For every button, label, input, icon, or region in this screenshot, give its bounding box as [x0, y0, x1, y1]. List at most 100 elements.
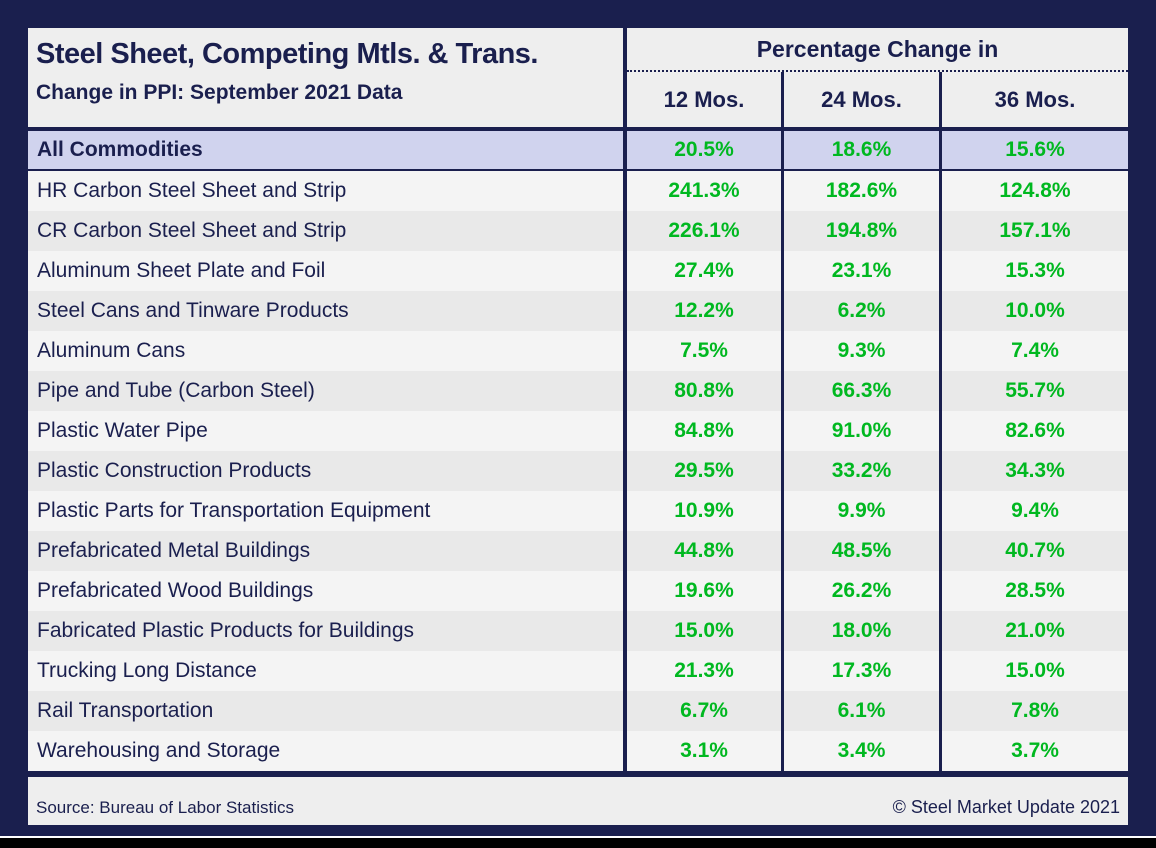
value-cell: 91.0%	[784, 411, 939, 451]
row-label: Warehousing and Storage	[28, 731, 623, 771]
vertical-divider	[623, 131, 627, 169]
value-cell: 157.1%	[942, 211, 1128, 251]
value-cell: 80.8%	[627, 371, 781, 411]
value-cell: 33.2%	[784, 451, 939, 491]
value-cell: 19.6%	[627, 571, 781, 611]
value-cell: 10.9%	[627, 491, 781, 531]
row-label: Aluminum Sheet Plate and Foil	[28, 251, 623, 291]
vertical-divider	[623, 28, 627, 127]
column-group-label: Percentage Change in	[627, 28, 1128, 72]
header-divider-rule	[28, 127, 1132, 131]
table-row: Aluminum Cans 7.5% 9.3% 7.4%	[28, 331, 1128, 371]
vertical-divider	[939, 131, 942, 169]
value-cell: 26.2%	[784, 571, 939, 611]
value-cell: 21.0%	[942, 611, 1128, 651]
value-cell: 34.3%	[942, 451, 1128, 491]
value-cell: 194.8%	[784, 211, 939, 251]
value-cell: 6.7%	[627, 691, 781, 731]
value-cell: 15.3%	[942, 251, 1128, 291]
vertical-divider	[623, 651, 627, 691]
table-row: Fabricated Plastic Products for Building…	[28, 611, 1128, 651]
table-row: Plastic Water Pipe 84.8% 91.0% 82.6%	[28, 411, 1128, 451]
value-cell: 27.4%	[627, 251, 781, 291]
table-row: CR Carbon Steel Sheet and Strip 226.1% 194…	[28, 211, 1128, 251]
vertical-divider	[781, 72, 784, 127]
vertical-divider	[623, 171, 627, 211]
vertical-divider	[939, 531, 942, 571]
vertical-divider	[623, 731, 627, 771]
value-cell: 241.3%	[627, 171, 781, 211]
vertical-divider	[939, 731, 942, 771]
vertical-divider	[939, 171, 942, 211]
value-cell: 82.6%	[942, 411, 1128, 451]
vertical-divider	[781, 651, 784, 691]
value-cell: 9.3%	[784, 331, 939, 371]
page-subtitle: Change in PPI: September 2021 Data	[36, 81, 403, 105]
vertical-divider	[939, 571, 942, 611]
value-cell: 66.3%	[784, 371, 939, 411]
value-cell: 21.3%	[627, 651, 781, 691]
vertical-divider	[781, 171, 784, 211]
value-cell: 3.7%	[942, 731, 1128, 771]
row-label: Aluminum Cans	[28, 331, 623, 371]
value-cell: 84.8%	[627, 411, 781, 451]
value-cell: 3.4%	[784, 731, 939, 771]
value-cell: 7.4%	[942, 331, 1128, 371]
row-label: HR Carbon Steel Sheet and Strip	[28, 171, 623, 211]
row-label: Prefabricated Metal Buildings	[28, 531, 623, 571]
data-table: All Commodities 20.5% 18.6% 15.6% HR Carbon …	[28, 131, 1128, 771]
vertical-divider	[939, 371, 942, 411]
vertical-divider	[781, 531, 784, 571]
value-cell: 28.5%	[942, 571, 1128, 611]
value-cell: 55.7%	[942, 371, 1128, 411]
vertical-divider	[781, 291, 784, 331]
title-cell: Steel Sheet, Competing Mtls. & Trans. Ch…	[28, 28, 623, 127]
vertical-divider	[623, 371, 627, 411]
row-label: Plastic Parts for Transportation Equipme…	[28, 491, 623, 531]
value-cell: 9.9%	[784, 491, 939, 531]
vertical-divider	[781, 131, 784, 169]
table-row: Steel Cans and Tinware Products 12.2% 6.2%…	[28, 291, 1128, 331]
vertical-divider	[939, 331, 942, 371]
row-label: Prefabricated Wood Buildings	[28, 571, 623, 611]
column-headers-row: 12 Mos. 24 Mos. 36 Mos.	[627, 72, 1128, 127]
vertical-divider	[939, 291, 942, 331]
vertical-divider	[623, 691, 627, 731]
vertical-divider	[781, 571, 784, 611]
value-cell: 20.5%	[627, 131, 781, 169]
table-row: Pipe and Tube (Carbon Steel) 80.8% 66.3% 55…	[28, 371, 1128, 411]
value-cell: 10.0%	[942, 291, 1128, 331]
value-cell: 7.8%	[942, 691, 1128, 731]
vertical-divider	[781, 411, 784, 451]
value-cell: 40.7%	[942, 531, 1128, 571]
value-cell: 182.6%	[784, 171, 939, 211]
value-cell: 18.0%	[784, 611, 939, 651]
vertical-divider	[781, 451, 784, 491]
vertical-divider	[781, 611, 784, 651]
vertical-divider	[939, 691, 942, 731]
table-row: HR Carbon Steel Sheet and Strip 241.3% 182…	[28, 171, 1128, 211]
value-cell: 9.4%	[942, 491, 1128, 531]
column-header-24-mos: 24 Mos.	[821, 86, 902, 112]
vertical-divider	[939, 611, 942, 651]
vertical-divider	[623, 251, 627, 291]
value-cell: 12.2%	[627, 291, 781, 331]
column-header-group: Percentage Change in 12 Mos. 24 Mos. 36 …	[627, 28, 1128, 127]
vertical-divider	[623, 451, 627, 491]
vertical-divider	[939, 451, 942, 491]
vertical-divider	[939, 211, 942, 251]
value-cell: 17.3%	[784, 651, 939, 691]
table-row: Rail Transportation 6.7% 6.1% 7.8%	[28, 691, 1128, 731]
column-header-36-mos: 36 Mos.	[994, 86, 1076, 112]
value-cell: 15.6%	[942, 131, 1128, 169]
vertical-divider	[623, 531, 627, 571]
table-row: All Commodities 20.5% 18.6% 15.6%	[28, 131, 1128, 171]
vertical-divider	[781, 691, 784, 731]
value-cell: 48.5%	[784, 531, 939, 571]
vertical-divider	[623, 611, 627, 651]
vertical-divider	[623, 291, 627, 331]
value-cell: 124.8%	[942, 171, 1128, 211]
value-cell: 29.5%	[627, 451, 781, 491]
table-bottom-rule	[28, 771, 1128, 775]
